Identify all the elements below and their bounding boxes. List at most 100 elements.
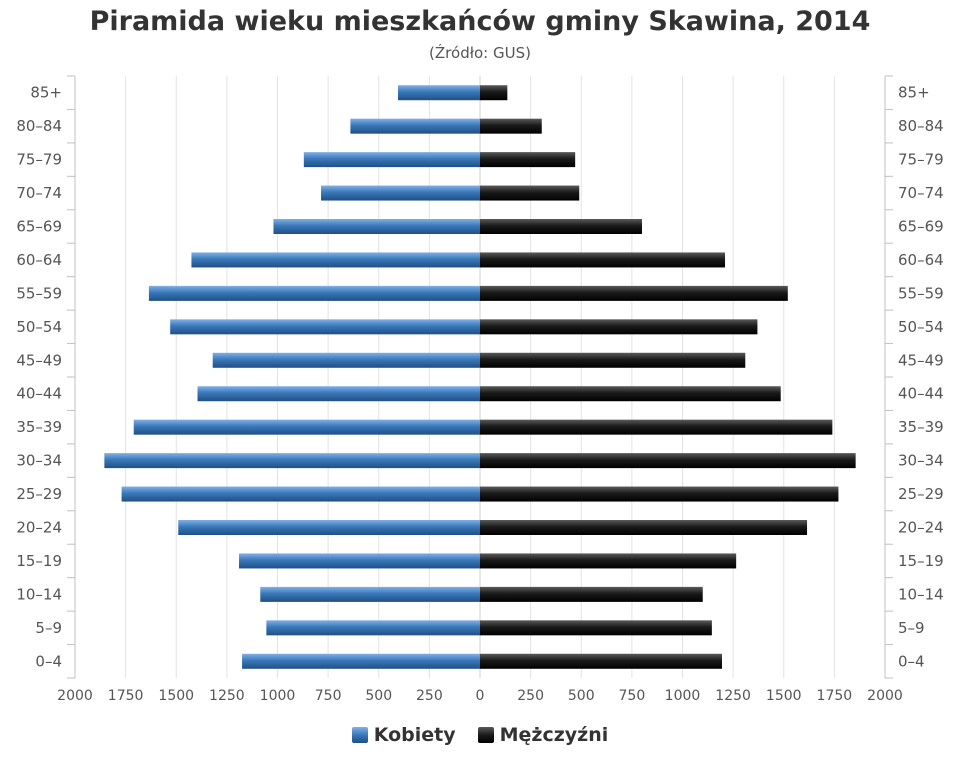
y-tick-label-right: 55–59 bbox=[898, 284, 944, 302]
bar-mezczyzni[interactable] bbox=[480, 352, 746, 368]
x-tick-label: 2000 bbox=[867, 688, 903, 704]
legend-label-kobiety: Kobiety bbox=[373, 724, 456, 746]
y-tick-label-right: 20–24 bbox=[898, 519, 944, 537]
bar-kobiety[interactable] bbox=[239, 553, 480, 569]
y-tick-label-left: 15–19 bbox=[16, 552, 62, 570]
y-tick-label-left: 35–39 bbox=[16, 418, 62, 436]
bar-kobiety[interactable] bbox=[148, 285, 480, 301]
y-tick-label-right: 65–69 bbox=[898, 218, 944, 236]
bar-mezczyzni[interactable] bbox=[480, 152, 576, 168]
bar-mezczyzni[interactable] bbox=[480, 520, 808, 535]
bar-kobiety[interactable] bbox=[321, 185, 480, 201]
bar-kobiety[interactable] bbox=[212, 352, 480, 368]
legend: Kobiety Mężczyźni bbox=[0, 724, 960, 746]
bar-kobiety[interactable] bbox=[121, 486, 480, 502]
y-tick-label-right: 70–74 bbox=[898, 184, 944, 202]
bar-kobiety[interactable] bbox=[197, 386, 480, 402]
bar-mezczyzni[interactable] bbox=[480, 653, 722, 669]
bar-mezczyzni[interactable] bbox=[480, 486, 839, 502]
x-tick-label: 1500 bbox=[158, 688, 194, 704]
x-tick-label: 1750 bbox=[817, 688, 853, 704]
bar-mezczyzni[interactable] bbox=[480, 386, 781, 402]
bar-mezczyzni[interactable] bbox=[480, 219, 642, 234]
y-tick-label-left: 45–49 bbox=[16, 351, 62, 369]
y-tick-label-left: 60–64 bbox=[16, 251, 62, 269]
bar-kobiety[interactable] bbox=[178, 520, 480, 535]
bar-mezczyzni[interactable] bbox=[480, 319, 758, 335]
chart-title: Piramida wieku mieszkańców gminy Skawina… bbox=[89, 6, 871, 37]
bar-kobiety[interactable] bbox=[260, 586, 480, 602]
chart-subtitle: (Źródło: GUS) bbox=[429, 44, 531, 62]
bar-kobiety[interactable] bbox=[266, 620, 480, 636]
x-tick-label: 1750 bbox=[108, 688, 144, 704]
legend-swatch-mezczyzni bbox=[477, 727, 494, 743]
y-tick-label-left: 10–14 bbox=[16, 585, 62, 603]
bar-kobiety[interactable] bbox=[242, 653, 480, 669]
y-tick-label-left: 25–29 bbox=[16, 485, 62, 503]
y-tick-label-left: 65–69 bbox=[16, 218, 62, 236]
bar-mezczyzni[interactable] bbox=[480, 553, 737, 569]
bar-kobiety[interactable] bbox=[350, 118, 480, 134]
bar-mezczyzni[interactable] bbox=[480, 285, 788, 301]
x-tick-label: 750 bbox=[315, 688, 342, 704]
bar-kobiety[interactable] bbox=[104, 453, 481, 469]
y-tick-label-right: 85+ bbox=[898, 84, 930, 102]
x-tick-label: 1500 bbox=[766, 688, 802, 704]
x-tick-label: 250 bbox=[517, 688, 544, 704]
y-tick-label-right: 10–14 bbox=[898, 585, 944, 603]
legend-item-kobiety[interactable]: Kobiety bbox=[351, 724, 456, 746]
bar-kobiety[interactable] bbox=[191, 252, 480, 268]
y-tick-label-left: 0–4 bbox=[35, 652, 62, 670]
bar-kobiety[interactable] bbox=[397, 85, 480, 101]
bar-mezczyzni[interactable] bbox=[480, 185, 580, 201]
x-tick-label: 1250 bbox=[209, 688, 245, 704]
bar-mezczyzni[interactable] bbox=[480, 419, 833, 435]
y-tick-label-left: 30–34 bbox=[16, 452, 62, 470]
legend-swatch-kobiety bbox=[351, 727, 368, 743]
y-tick-label-right: 75–79 bbox=[898, 151, 944, 169]
y-tick-label-left: 75–79 bbox=[16, 151, 62, 169]
x-tick-label: 2000 bbox=[57, 688, 93, 704]
y-tick-label-right: 50–54 bbox=[898, 318, 944, 336]
y-tick-label-left: 80–84 bbox=[16, 117, 62, 135]
bar-mezczyzni[interactable] bbox=[480, 586, 703, 602]
y-tick-label-left: 50–54 bbox=[16, 318, 62, 336]
bar-kobiety[interactable] bbox=[170, 319, 481, 335]
legend-label-mezczyzni: Mężczyźni bbox=[499, 724, 609, 746]
y-tick-label-left: 85+ bbox=[30, 84, 62, 102]
x-tick-label: 500 bbox=[365, 688, 392, 704]
x-tick-label: 1250 bbox=[715, 688, 751, 704]
y-tick-label-right: 40–44 bbox=[898, 385, 944, 403]
y-tick-label-left: 20–24 bbox=[16, 519, 62, 537]
bar-kobiety[interactable] bbox=[273, 219, 480, 234]
y-tick-label-right: 25–29 bbox=[898, 485, 944, 503]
bar-mezczyzni[interactable] bbox=[480, 453, 856, 469]
y-tick-label-left: 70–74 bbox=[16, 184, 62, 202]
x-tick-label: 500 bbox=[568, 688, 595, 704]
bar-kobiety[interactable] bbox=[303, 152, 480, 168]
bar-mezczyzni[interactable] bbox=[480, 85, 508, 101]
y-tick-label-right: 30–34 bbox=[898, 452, 944, 470]
y-tick-label-left: 5–9 bbox=[35, 619, 62, 637]
bar-mezczyzni[interactable] bbox=[480, 252, 726, 268]
x-tick-label: 750 bbox=[619, 688, 646, 704]
y-tick-label-right: 45–49 bbox=[898, 351, 944, 369]
x-tick-label: 1000 bbox=[665, 688, 701, 704]
y-tick-label-right: 80–84 bbox=[898, 117, 944, 135]
y-tick-label-left: 55–59 bbox=[16, 284, 62, 302]
y-tick-label-right: 35–39 bbox=[898, 418, 944, 436]
x-tick-label: 1000 bbox=[260, 688, 296, 704]
y-tick-label-right: 0–4 bbox=[898, 652, 925, 670]
bar-mezczyzni[interactable] bbox=[480, 620, 712, 636]
x-tick-label: 250 bbox=[416, 688, 443, 704]
y-tick-label-right: 15–19 bbox=[898, 552, 944, 570]
x-tick-label: 0 bbox=[476, 688, 485, 704]
bar-mezczyzni[interactable] bbox=[480, 118, 542, 134]
y-tick-label-right: 60–64 bbox=[898, 251, 944, 269]
y-tick-label-left: 40–44 bbox=[16, 385, 62, 403]
legend-item-mezczyzni[interactable]: Mężczyźni bbox=[477, 724, 609, 746]
bar-kobiety[interactable] bbox=[133, 419, 480, 435]
y-tick-label-right: 5–9 bbox=[898, 619, 925, 637]
